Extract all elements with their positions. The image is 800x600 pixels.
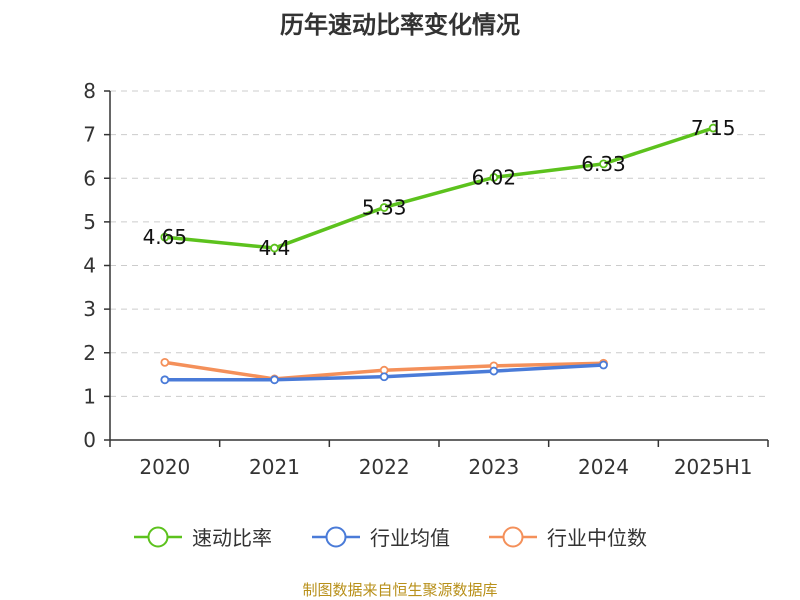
grid-lines [110,90,768,397]
legend-marker [147,526,169,548]
axes: 0 1 2 3 4 5 6 7 8 2020 2021 2022 2023 2024 2025H1 [83,79,769,479]
source-note: 制图数据来自恒生聚源数据库 [302,581,497,599]
data-point[interactable] [379,203,389,212]
chart-title: 历年速动比率变化情况 [280,11,520,39]
data-label: 6.33 [581,152,626,176]
y-tick-label: 1 [83,384,96,408]
data-point[interactable] [489,172,499,182]
y-tick-label: 4 [83,254,96,278]
data-point[interactable] [160,357,170,367]
data-point[interactable] [270,375,279,385]
series-layer [160,123,718,385]
data-label: 4.4 [259,236,291,260]
x-tick-label: 2020 [139,455,190,479]
legend-marker [325,526,347,548]
legend-marker [502,526,524,548]
legend-label: 行业中位数 [547,526,647,550]
data-point[interactable] [379,372,389,382]
x-tick-label: 2025H1 [674,455,753,479]
legend-item-1[interactable]: 行业均值 [312,526,450,550]
x-tick-label: 2023 [468,455,519,479]
x-tick-label: 2024 [578,455,629,479]
legend[interactable]: 速动比率 行业均值 行业中位数 [134,526,647,550]
x-tick-label: 2021 [249,455,300,479]
data-point[interactable] [599,360,608,370]
x-tick-label: 2022 [359,455,410,479]
data-point[interactable] [160,232,170,242]
series-line-0 [163,126,715,250]
data-point[interactable] [708,123,718,133]
data-label: 5.33 [362,195,407,219]
data-label: 4.65 [143,225,188,249]
data-point[interactable] [270,243,279,253]
data-labels: 4.65 4.4 5.33 6.02 6.33 7.15 [143,116,736,260]
legend-label: 速动比率 [192,526,272,550]
data-point[interactable] [489,366,499,376]
y-tick-label: 2 [83,341,96,365]
data-point[interactable] [599,159,608,169]
y-tick-label: 0 [83,428,96,452]
y-tick-label: 3 [83,297,96,321]
legend-label: 行业均值 [370,526,450,550]
legend-item-0[interactable]: 速动比率 [134,526,272,550]
y-tick-label: 6 [83,166,96,190]
y-tick-label: 5 [83,210,96,234]
data-label: 7.15 [691,116,736,140]
legend-item-2[interactable]: 行业中位数 [489,526,647,550]
data-point[interactable] [160,375,170,385]
data-label: 6.02 [472,165,517,189]
y-tick-label: 7 [83,123,96,147]
y-tick-label: 8 [83,79,96,103]
